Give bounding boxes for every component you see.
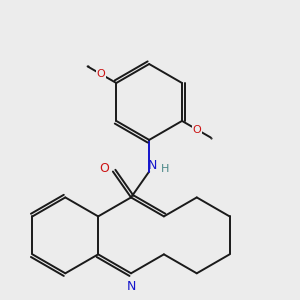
Text: H: H bbox=[161, 164, 169, 174]
Text: N: N bbox=[126, 280, 136, 292]
Text: O: O bbox=[193, 124, 202, 135]
Text: O: O bbox=[97, 69, 106, 79]
Text: O: O bbox=[99, 162, 109, 175]
Text: N: N bbox=[148, 159, 157, 172]
